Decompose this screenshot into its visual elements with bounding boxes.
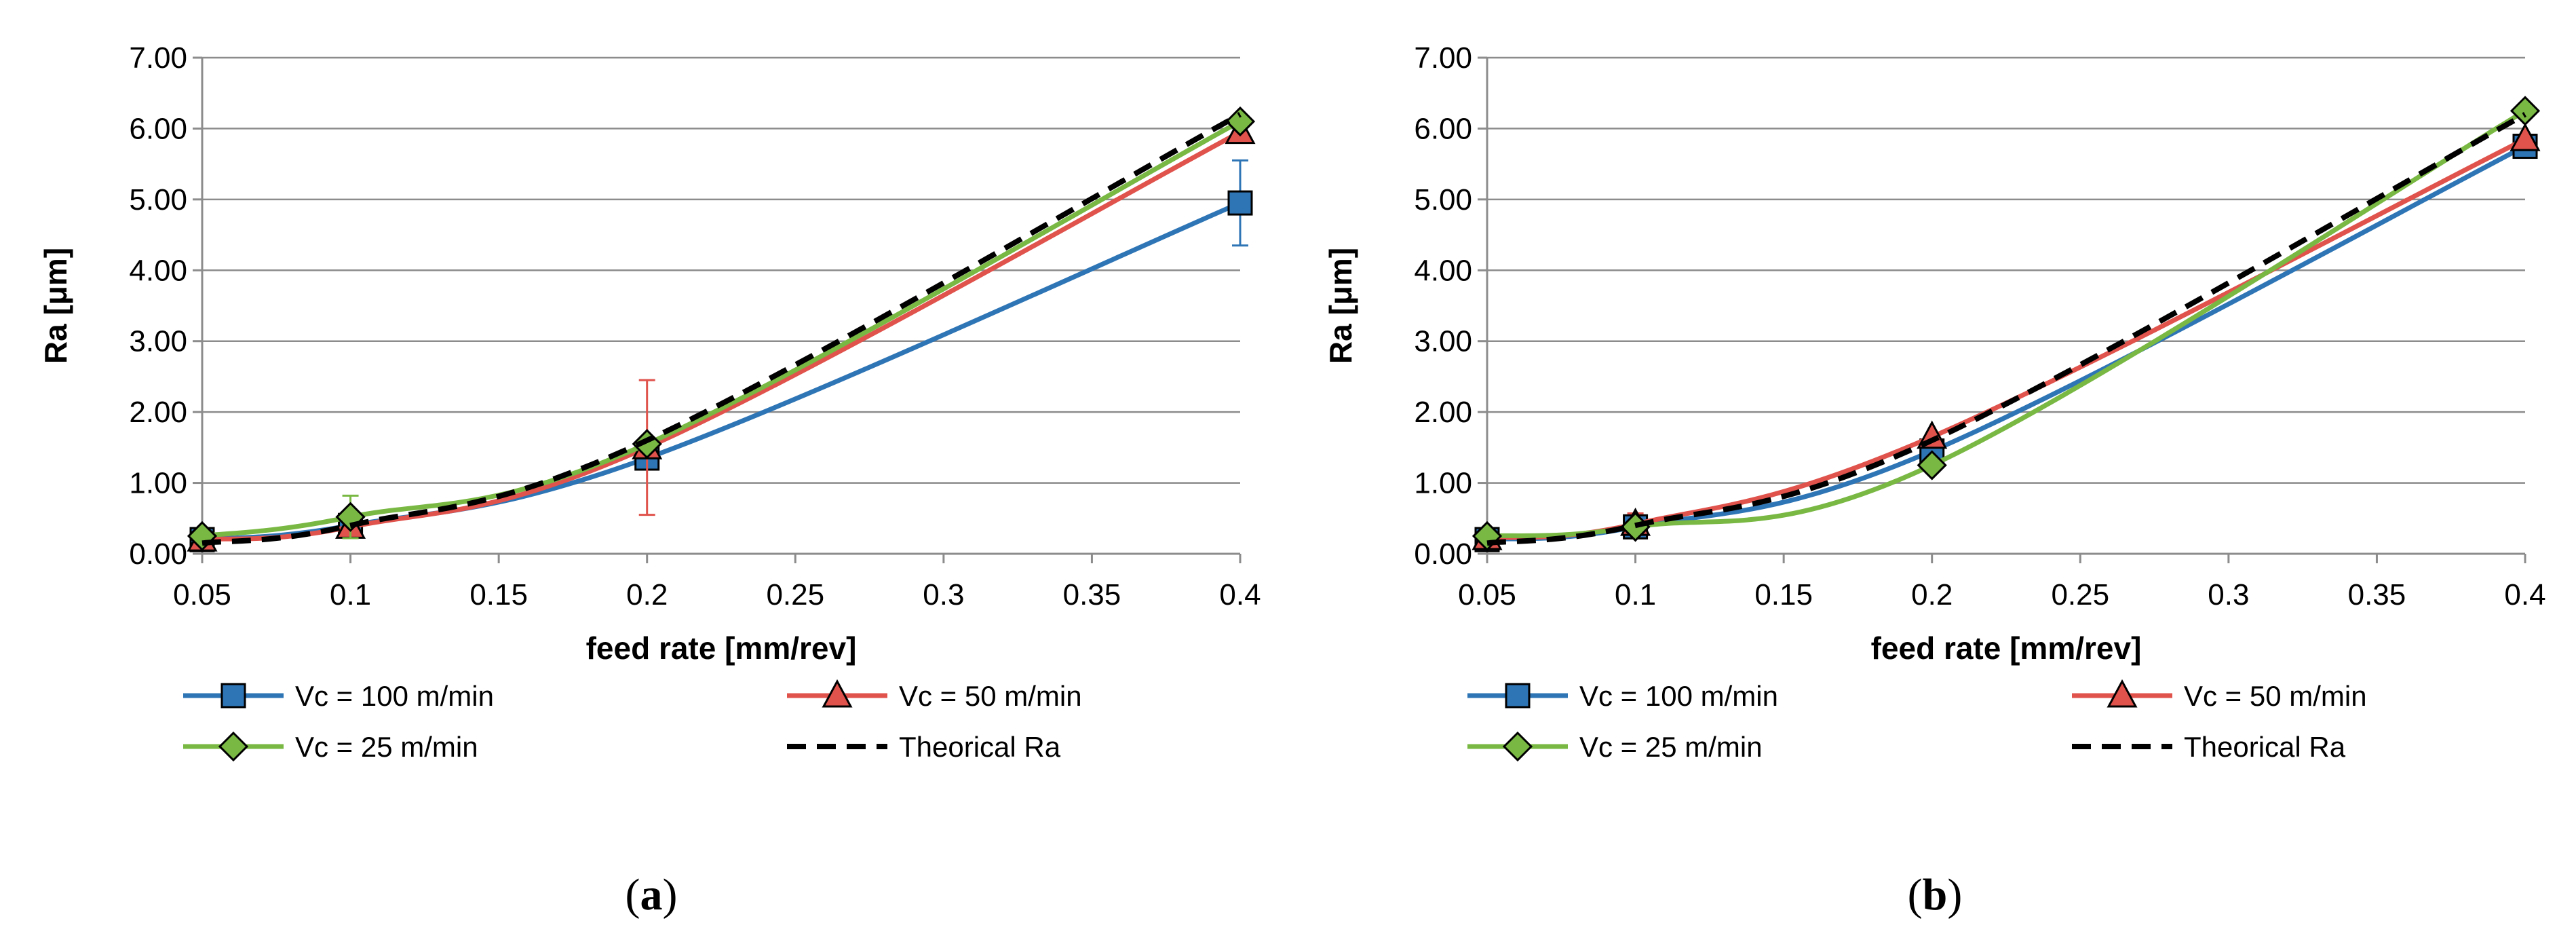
legend-label: Vc = 25 m/min [1579,731,1763,763]
y-tick-label: 6.00 [129,112,187,145]
y-tick-label: 5.00 [129,183,187,216]
y-tick-label: 7.00 [129,41,187,75]
data-point [1917,450,1947,480]
data-point [1227,190,1253,216]
x-tick-label: 0.25 [2051,578,2109,611]
legend-label: Vc = 50 m/min [2184,680,2367,712]
x-tick-label: 0.05 [1458,578,1516,611]
y-tick-label: 3.00 [129,325,187,358]
data-point [2510,96,2541,126]
legend-label: Vc = 50 m/min [899,680,1082,712]
series-line [199,119,1243,539]
y-tick-label: 2.00 [129,396,187,429]
series-line [199,130,1243,542]
y-tick-label: 0.00 [129,537,187,571]
data-point [632,429,662,459]
y-axis-label: Ra [μm] [1323,248,1358,364]
y-tick-label: 4.00 [129,254,187,287]
series-vc-100-m-min [189,159,1253,552]
legend-label: Theorical Ra [899,731,1061,763]
panel-paren-open: ( [626,870,640,920]
series-line [199,200,1243,542]
panel-paren-close: ) [663,870,678,920]
legend-label: Theorical Ra [2184,731,2346,763]
panel-label: (a) [626,870,678,920]
legend-label: Vc = 100 m/min [1579,680,1778,712]
x-tick-label: 0.05 [173,578,231,611]
x-tick-label: 0.15 [1754,578,1813,611]
x-tick-label: 0.2 [626,578,668,611]
legend-marker [218,731,249,762]
x-tick-label: 0.3 [923,578,964,611]
x-axis-label: feed rate [mm/rev] [1871,630,2142,666]
legend-marker [822,679,853,708]
y-tick-label: 2.00 [1414,396,1472,429]
x-tick-label: 0.35 [2348,578,2406,611]
panel-letter: a [640,870,663,920]
y-axis-label: Ra [μm] [38,248,73,364]
series-vc-25-m-min [1472,96,2541,552]
series-vc-50-m-min [187,115,1256,552]
panel-paren-close: ) [1947,870,1962,920]
legend-marker [2107,679,2138,708]
series-theorical-ra [201,112,1242,546]
series-theorical-ra [1486,112,2526,546]
x-tick-label: 0.1 [1615,578,1656,611]
x-tick-label: 0.2 [1911,578,1953,611]
legend: Vc = 100 m/min Vc = 50 m/min Vc = 25 m/min… [1467,679,2367,763]
x-tick-label: 0.35 [1063,578,1121,611]
y-tick-label: 1.00 [129,467,187,500]
data-point [1225,106,1256,137]
x-axis-label: feed rate [mm/rev] [586,630,857,666]
series-line [1486,112,2526,546]
panel-letter: b [1923,870,1948,920]
legend: Vc = 100 m/min Vc = 50 m/min Vc = 25 m/min… [183,679,1082,763]
y-tick-label: 4.00 [1414,254,1472,287]
y-tick-label: 0.00 [1414,537,1472,571]
panel-paren-open: ( [1908,870,1923,920]
series-line [1484,108,2528,539]
y-tick-label: 7.00 [1414,41,1472,75]
legend-marker [1502,731,1533,762]
series-line [201,112,1242,546]
legend-label: Vc = 100 m/min [295,680,494,712]
y-tick-label: 1.00 [1414,467,1472,500]
series-vc-50-m-min [1472,122,2541,550]
x-tick-label: 0.25 [766,578,824,611]
x-tick-label: 0.1 [330,578,371,611]
x-tick-label: 0.4 [2504,578,2545,611]
y-tick-label: 3.00 [1414,325,1472,358]
x-tick-label: 0.15 [469,578,528,611]
data-point [2510,122,2541,151]
x-tick-label: 0.4 [1219,578,1261,611]
chart-b: 0.00 1.00 2.00 3.00 4.00 5.00 6.00 7.00 0.05 0.1 0… [1323,41,2546,920]
y-tick-label: 6.00 [1414,112,1472,145]
legend-marker [220,683,246,709]
chart-a: 0.00 1.00 2.00 3.00 4.00 5.00 6.00 7.00 0.05 0.1 0… [38,41,1261,920]
panel-label: (b) [1908,870,1963,920]
legend-marker [1505,683,1531,709]
y-tick-label: 5.00 [1414,183,1472,216]
legend-label: Vc = 25 m/min [295,731,478,763]
x-tick-label: 0.3 [2208,578,2249,611]
